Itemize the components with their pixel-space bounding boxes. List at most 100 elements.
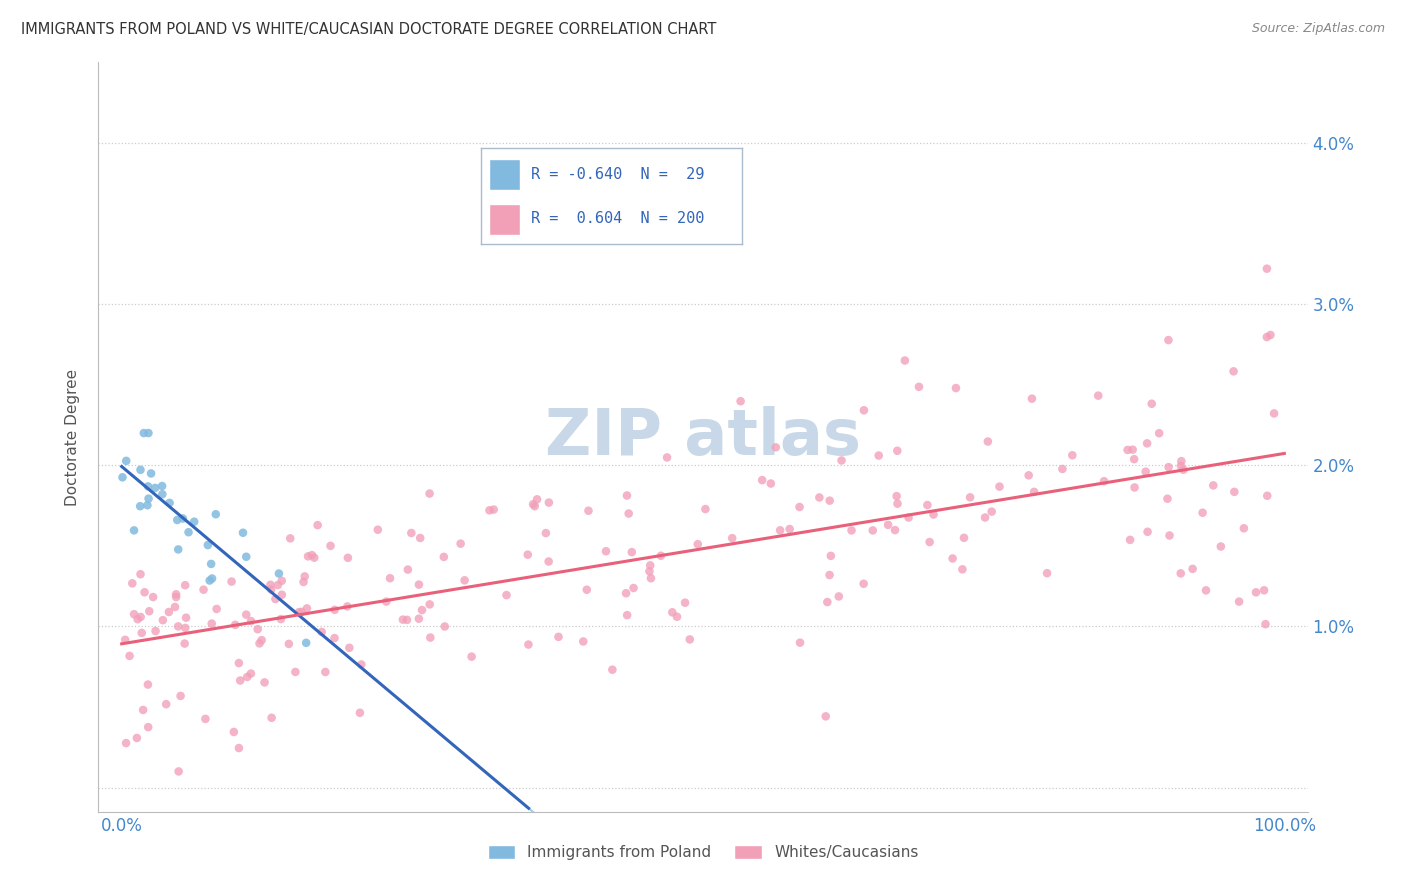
Point xyxy=(143,481,166,495)
Point xyxy=(1018,468,1040,483)
Point xyxy=(240,614,263,628)
Point xyxy=(1195,583,1218,598)
Point xyxy=(115,454,138,468)
Point xyxy=(295,601,318,615)
Point xyxy=(319,539,342,553)
Point xyxy=(260,582,283,597)
Point xyxy=(239,666,262,681)
Point xyxy=(367,523,389,537)
Point xyxy=(959,491,981,505)
Point xyxy=(337,640,360,655)
Point xyxy=(409,531,432,545)
Point xyxy=(818,493,841,508)
Point xyxy=(841,524,863,538)
Point xyxy=(222,725,245,739)
Point xyxy=(638,565,661,579)
Point xyxy=(478,503,501,517)
Point xyxy=(136,479,159,493)
Point xyxy=(292,574,315,589)
Point xyxy=(165,587,187,601)
Point xyxy=(1181,562,1204,576)
Point xyxy=(1119,533,1142,547)
Point xyxy=(808,491,831,505)
Point xyxy=(350,657,373,672)
Point xyxy=(411,603,433,617)
Point xyxy=(665,609,688,624)
Point xyxy=(1087,389,1109,403)
Point xyxy=(453,574,475,588)
Point xyxy=(129,499,152,513)
Point xyxy=(267,566,290,581)
Point xyxy=(751,473,773,487)
Point xyxy=(886,497,908,511)
Point xyxy=(235,549,257,564)
Point xyxy=(270,588,292,602)
Point xyxy=(526,492,548,507)
Point xyxy=(127,612,149,626)
Point xyxy=(204,508,226,522)
Point xyxy=(1263,406,1285,420)
Point xyxy=(246,622,269,636)
Point xyxy=(828,590,851,604)
Point xyxy=(686,537,709,551)
Point xyxy=(155,697,177,711)
Point xyxy=(897,510,920,524)
Point xyxy=(517,638,540,652)
Point xyxy=(183,515,205,529)
Point xyxy=(1116,442,1139,457)
Point xyxy=(288,605,311,619)
Point xyxy=(679,632,702,647)
Point xyxy=(1147,426,1170,441)
Point xyxy=(673,596,696,610)
Point xyxy=(1173,463,1195,477)
Point xyxy=(311,624,333,639)
Point xyxy=(1170,454,1192,468)
Point xyxy=(167,764,190,779)
Point xyxy=(236,670,259,684)
Point xyxy=(1022,484,1045,499)
Point xyxy=(917,498,939,512)
Point xyxy=(578,504,600,518)
Point xyxy=(129,567,152,582)
Point xyxy=(1159,528,1181,542)
Point xyxy=(1202,478,1225,492)
Point xyxy=(1244,585,1267,599)
Point xyxy=(264,592,287,607)
Point xyxy=(197,538,219,552)
Point xyxy=(111,470,134,484)
Point xyxy=(1123,480,1146,494)
Point xyxy=(661,605,683,619)
Point xyxy=(1191,506,1213,520)
Point xyxy=(323,603,346,617)
Point xyxy=(167,542,190,557)
Point xyxy=(831,453,853,467)
Point xyxy=(165,590,187,604)
Legend: Immigrants from Poland, Whites/Caucasians: Immigrants from Poland, Whites/Caucasian… xyxy=(488,845,918,860)
Point xyxy=(730,394,752,409)
Point xyxy=(1256,330,1278,344)
Point xyxy=(1036,566,1059,581)
Point xyxy=(759,476,782,491)
Point xyxy=(922,508,945,522)
Point xyxy=(121,576,143,591)
Point xyxy=(617,507,640,521)
Point xyxy=(228,741,250,756)
Point xyxy=(419,486,441,500)
Point xyxy=(138,604,160,618)
Point xyxy=(174,610,197,624)
Point xyxy=(1122,442,1144,457)
Point xyxy=(769,524,792,538)
Point xyxy=(139,467,162,481)
Point xyxy=(142,590,165,604)
Point xyxy=(260,711,283,725)
Point xyxy=(336,599,359,614)
Point xyxy=(945,381,967,395)
Point xyxy=(138,491,160,506)
Point xyxy=(516,548,538,562)
Point xyxy=(616,489,638,503)
Point xyxy=(980,505,1002,519)
Point xyxy=(779,522,801,536)
Point xyxy=(884,523,907,537)
Point xyxy=(145,624,167,638)
Point xyxy=(894,353,917,368)
